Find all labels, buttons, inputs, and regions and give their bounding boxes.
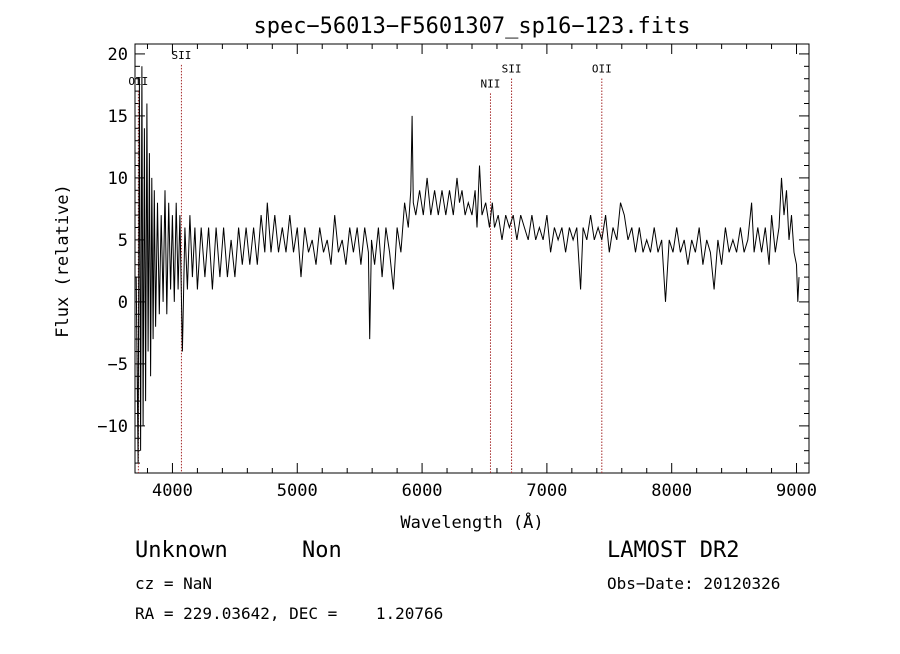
y-tick-labels: −10 −5 0 5 10 15 20 [97,45,128,437]
y-tick-label: 15 [108,107,128,127]
y-tick-label: 20 [108,45,128,65]
object-subclass: Non [302,538,342,563]
x-tick-labels: 4000 5000 6000 7000 8000 9000 [152,481,817,501]
y-tick-label: 0 [118,293,128,313]
x-tick-label: 6000 [402,481,443,501]
x-tick-label: 5000 [277,481,318,501]
redshift-cz: cz = NaN [135,574,213,593]
observation-date: Obs−Date: 20120326 [607,574,781,593]
x-tick-label: 9000 [776,481,817,501]
emission-line-label: OII [128,75,148,88]
survey-name: LAMOST DR2 [607,538,740,563]
x-tick-label: 4000 [152,481,193,501]
y-tick-label: −5 [108,355,128,375]
emission-line-label: OII [592,63,612,76]
emission-line-label: SII [171,49,191,62]
emission-line-label: NII [481,77,501,90]
x-tick-label: 8000 [651,481,692,501]
x-axis-label: Wavelength (Å) [400,511,543,533]
y-axis-label: Flux (relative) [53,184,73,338]
ra-dec-coordinates: RA = 229.03642, DEC = 1.20766 [135,604,444,623]
emission-line-label: SII [502,63,522,76]
object-type: Unknown [135,538,228,563]
y-tick-label: 5 [118,231,128,251]
y-tick-label: −10 [97,417,128,437]
x-tick-label: 7000 [526,481,567,501]
chart-title: spec−56013−F5601307_sp16−123.fits [253,14,690,39]
spectrum-line [135,66,800,464]
y-tick-label: 10 [108,169,128,189]
